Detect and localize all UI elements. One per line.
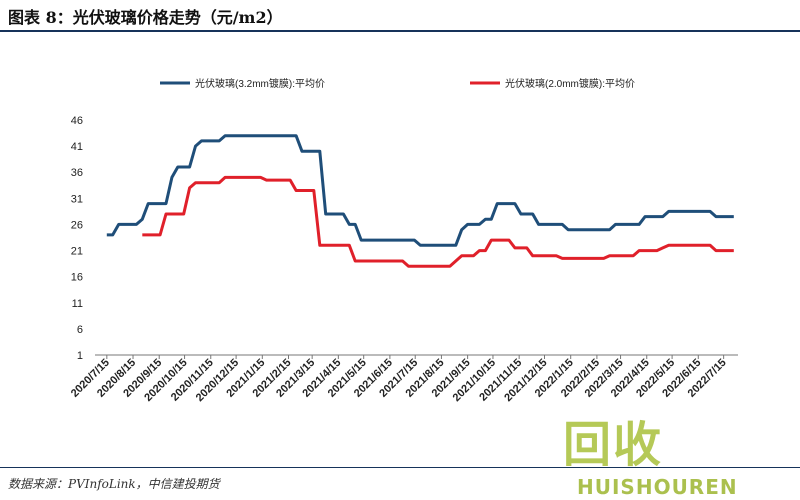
legend-label: 光伏玻璃(2.0mm镀膜):平均价 [505, 77, 635, 90]
footer-rule [0, 467, 800, 468]
watermark-cn-text: 回收 [563, 417, 664, 473]
watermark-logo: 回收 HUISHOUREN [555, 405, 800, 500]
series-line-2-0mm [142, 175, 734, 268]
y-tick-label: 6 [77, 324, 83, 336]
watermark-en-text: HUISHOUREN [577, 475, 738, 499]
x-axis: 2020/7/152020/8/152020/9/152020/10/15202… [69, 354, 738, 404]
y-tick-label: 31 [71, 193, 83, 205]
series-line-3-2mm [106, 134, 734, 247]
legend-label: 光伏玻璃(3.2mm镀膜):平均价 [195, 77, 325, 90]
y-tick-label: 46 [71, 115, 83, 127]
y-tick-label: 1 [77, 350, 83, 362]
y-tick-label: 21 [71, 246, 83, 258]
y-tick-label: 16 [71, 272, 83, 284]
y-tick-label: 41 [71, 141, 83, 153]
price-line-chart: 光伏玻璃(3.2mm镀膜):平均价 光伏玻璃(2.0mm镀膜):平均价 16111… [69, 77, 738, 404]
figure-title: 图表 8：光伏玻璃价格走势（元/m2） [8, 8, 283, 27]
y-tick-label: 36 [71, 167, 83, 179]
source-note: 数据来源：PVInfoLink，中信建投期货 [8, 477, 220, 491]
chart-legend: 光伏玻璃(3.2mm镀膜):平均价 光伏玻璃(2.0mm镀膜):平均价 [160, 77, 635, 90]
figure-header: 图表 8：光伏玻璃价格走势（元/m2） [0, 0, 800, 32]
series-lines [106, 134, 734, 268]
y-tick-label: 11 [72, 298, 83, 310]
y-tick-label: 26 [71, 219, 83, 231]
